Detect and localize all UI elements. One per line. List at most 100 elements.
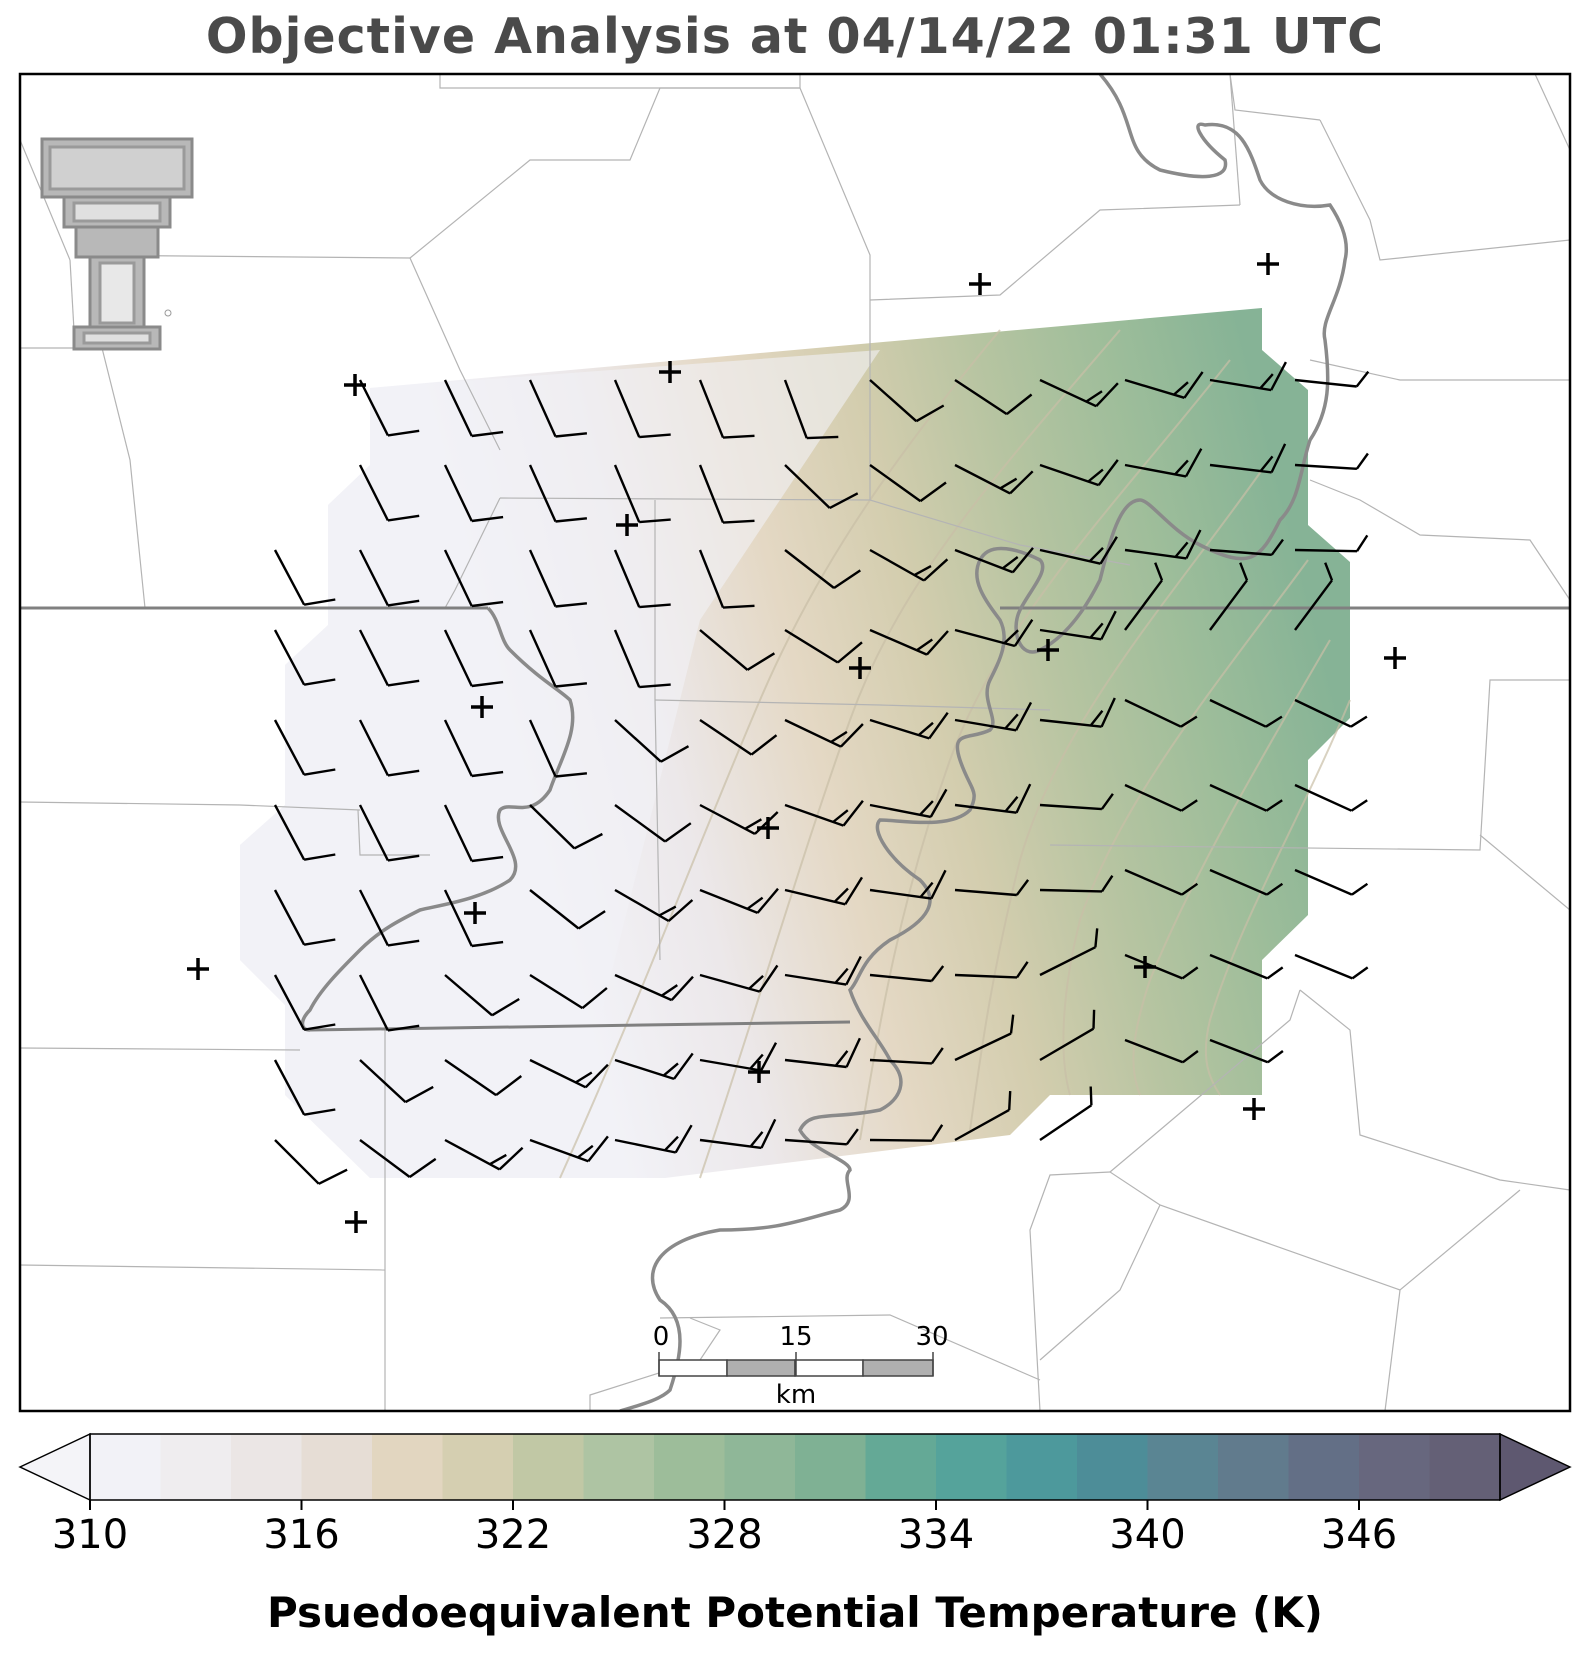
wind-barb [699, 887, 779, 915]
plus-icon [659, 361, 681, 383]
wind-barb [614, 888, 694, 923]
wind-barb [1294, 868, 1369, 896]
wind-barb [954, 879, 1030, 897]
wind-barb [358, 549, 420, 607]
wind-barb [954, 961, 1029, 979]
wind-barb [528, 629, 588, 688]
wind-barb [869, 869, 947, 900]
wind-barb [273, 974, 336, 1031]
wind-barb [1209, 562, 1249, 631]
wind-barb [1039, 459, 1119, 487]
plus-icon [344, 374, 366, 396]
wind-barb [784, 628, 863, 664]
wind-barb [358, 974, 420, 1032]
wind-barb [273, 1059, 336, 1116]
wind-barb [869, 965, 945, 983]
wind-barb [529, 804, 603, 850]
wind-barb [1124, 1038, 1199, 1064]
wind-barb [1294, 698, 1368, 728]
wind-barb [444, 1138, 524, 1171]
scale-bar [658, 1352, 934, 1377]
wind-barb [273, 549, 336, 606]
wind-barb [698, 549, 755, 609]
scale-bar-unit: km [775, 1380, 817, 1410]
wind-barb [1294, 953, 1369, 980]
wind-barb [784, 549, 861, 589]
wind-barb [1294, 370, 1370, 388]
wind-barb [1209, 538, 1284, 556]
wind-barb [699, 719, 778, 756]
wind-barb [1039, 1009, 1096, 1062]
wind-barb [1124, 868, 1199, 896]
plus-icon [616, 514, 638, 536]
wind-barb [443, 804, 504, 863]
wind-barb [529, 889, 606, 930]
wind-barb [954, 1014, 1015, 1062]
wind-barb [613, 379, 671, 439]
scale-bar-label-15: 15 [779, 1322, 813, 1352]
wind-barb [1209, 698, 1283, 728]
plus-icon [849, 657, 871, 679]
wind-barb [1294, 562, 1334, 631]
wind-barb [613, 629, 671, 689]
plus-icon [471, 696, 493, 718]
wind-barb [869, 711, 949, 740]
wind-barb [358, 719, 420, 777]
wind-barb [1209, 953, 1284, 980]
wind-barb [1039, 378, 1119, 408]
plus-icon [1384, 647, 1406, 669]
wind-barb [784, 1128, 859, 1146]
wind-barb [444, 974, 520, 1017]
wind-barb [869, 379, 945, 423]
wind-barb [699, 629, 776, 671]
wind-barb [273, 719, 336, 776]
wind-barb [1124, 783, 1198, 812]
wind-barb [1039, 1086, 1093, 1141]
wind-barb [1039, 793, 1114, 811]
scale-bar-label-0: 0 [652, 1322, 670, 1352]
plus-icon [1134, 956, 1156, 978]
colorbar-tick-label: 328 [686, 1512, 763, 1558]
wind-barb [784, 464, 859, 510]
wind-barb [359, 1139, 437, 1178]
county-borders [20, 74, 1570, 1411]
wind-barb [1209, 361, 1287, 392]
colorbar-tick-label: 310 [51, 1512, 129, 1558]
wind-barb [784, 718, 864, 748]
wind-barb [528, 464, 588, 523]
wind-barb [698, 379, 755, 439]
colorbar-tick-label: 334 [897, 1512, 975, 1558]
wind-barb [443, 889, 504, 948]
plus-icon [1257, 253, 1279, 275]
wind-barb [273, 629, 336, 686]
colorbar-tick-label: 316 [263, 1512, 340, 1558]
wind-barb [358, 464, 420, 522]
wind-barb [1294, 783, 1368, 812]
wind-barb [1124, 562, 1164, 631]
plus-icon [345, 1211, 367, 1233]
wind-barb [614, 804, 692, 843]
plus-icon [187, 958, 209, 980]
wind-barbs [273, 361, 1370, 1185]
wind-barb [869, 548, 949, 582]
map-frame [18, 72, 1572, 1413]
plus-icon [1037, 639, 1059, 661]
wind-barb [614, 719, 690, 763]
wind-barb [614, 973, 694, 1002]
wind-barb [443, 379, 504, 438]
wind-barb [1294, 452, 1369, 470]
wind-barb [528, 379, 588, 438]
wind-barb [699, 964, 779, 993]
wind-barb [528, 719, 588, 778]
wind-barb [869, 788, 948, 819]
wind-barb [358, 804, 420, 862]
wind-barb [699, 1118, 777, 1150]
wind-barb [1039, 875, 1114, 893]
wind-barb [1124, 448, 1203, 478]
wind-barb [529, 973, 608, 1010]
plus-icon [1243, 1098, 1265, 1120]
wind-barb [1209, 868, 1284, 896]
wind-barb [444, 1059, 523, 1097]
wind-barb [784, 955, 862, 986]
